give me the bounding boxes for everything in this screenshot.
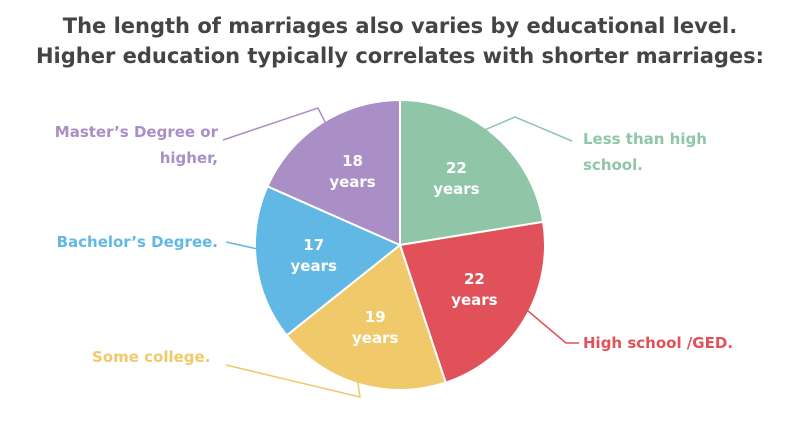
leader-lines: [222, 107, 579, 398]
pie-slice: [399, 98, 545, 247]
leader-line: [514, 299, 579, 344]
value-label: 19 years: [352, 308, 399, 348]
category-label: High school /GED.: [583, 334, 733, 352]
value-label: 18 years: [329, 152, 376, 192]
category-label: Less than high school.: [583, 130, 707, 174]
pie-slice: [254, 184, 402, 337]
pie-slice: [266, 98, 401, 247]
leader-line: [225, 364, 361, 398]
category-label: Bachelor’s Degree.: [56, 233, 218, 251]
chart-subtitle: Higher education typically correlates wi…: [35, 44, 765, 68]
leader-line: [225, 241, 263, 251]
chart-title: The length of marriages also varies by e…: [62, 14, 738, 38]
value-label: 17 years: [290, 236, 337, 276]
pie-slice: [398, 220, 546, 384]
leader-line: [222, 107, 335, 141]
value-label: 22 years: [451, 270, 498, 310]
value-label: 22 years: [433, 158, 480, 198]
category-label: Some college.: [92, 348, 211, 366]
leader-line: [467, 116, 573, 142]
category-label: Master’s Degree or higher,: [54, 123, 218, 167]
